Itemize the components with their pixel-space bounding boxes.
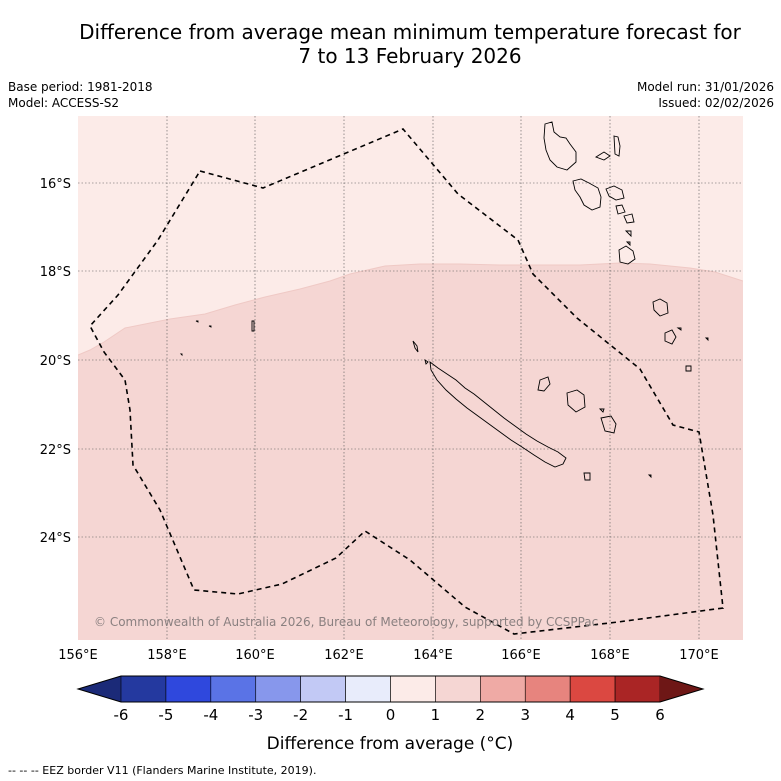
colorbar-tick-label: -1 <box>338 706 353 724</box>
colorbar-cell <box>255 675 301 703</box>
lon-axis: 156°E 158°E 160°E 162°E 164°E 166°E 168°… <box>58 648 719 663</box>
colorbar-cell <box>435 675 481 703</box>
colorbar-ticks: -6 -5 -4 -3 -2 -1 0 1 2 3 4 5 6 <box>114 706 665 724</box>
colorbar-cell <box>165 675 212 703</box>
colorbar-over-arrow <box>660 676 703 702</box>
lat-tick-label: 18°S <box>40 265 71 280</box>
vanuatu-islands <box>543 121 577 171</box>
colorbar-tick-label: -3 <box>248 706 263 724</box>
title-line-1: Difference from average mean minimum tem… <box>79 20 741 44</box>
colorbar-under-arrow <box>78 676 121 702</box>
colorbar-tick-label: 4 <box>565 706 575 724</box>
colorbar-cell <box>345 675 391 703</box>
colorbar: -6 -5 -4 -3 -2 -1 0 1 2 3 4 5 6 Difference from aver… <box>76 675 705 754</box>
new-caledonia-island <box>429 361 567 468</box>
lon-tick-label: 162°E <box>324 648 364 663</box>
lat-axis: 16°S 18°S 20°S 22°S 24°S <box>40 177 71 546</box>
colorbar-cell <box>524 675 571 703</box>
colorbar-label: Difference from average (°C) <box>267 734 514 754</box>
colorbar-tick-label: -4 <box>203 706 218 724</box>
issued-label: Issued: 02/02/2026 <box>658 96 774 110</box>
colorbar-cell <box>480 675 526 703</box>
colorbar-tick-label: -5 <box>158 706 173 724</box>
lon-tick-label: 168°E <box>590 648 630 663</box>
lon-tick-label: 164°E <box>413 648 453 663</box>
lat-tick-label: 20°S <box>40 354 71 369</box>
eez-legend-text: -- -- -- EEZ border V11 (Flanders Marine… <box>8 764 316 777</box>
lon-tick-label: 170°E <box>679 648 719 663</box>
lon-tick-label: 160°E <box>235 648 275 663</box>
colorbar-tick-label: 1 <box>431 706 441 724</box>
coastlines <box>179 121 709 481</box>
chart-title: Difference from average mean minimum tem… <box>0 20 781 68</box>
lon-tick-label: 156°E <box>58 648 98 663</box>
lon-tick-label: 166°E <box>501 648 541 663</box>
model-run-label: Model run: 31/01/2026 <box>636 80 774 94</box>
copyright-watermark: © Commonwealth of Australia 2026, Bureau… <box>94 615 598 629</box>
colorbar-tick-label: -2 <box>293 706 308 724</box>
colorbar-cell <box>120 675 167 703</box>
colorbar-tick-label: -6 <box>114 706 129 724</box>
anomaly-region-1-to-2 <box>78 263 743 640</box>
colorbar-cell <box>614 675 661 703</box>
colorbar-cell <box>390 675 436 703</box>
colorbar-tick-label: 0 <box>386 706 396 724</box>
lat-tick-label: 16°S <box>40 177 71 192</box>
eez-border <box>89 128 724 635</box>
colorbar-tick-label: 5 <box>610 706 620 724</box>
lat-tick-label: 22°S <box>40 443 71 458</box>
lat-tick-label: 24°S <box>40 531 71 546</box>
colorbar-cell <box>569 675 616 703</box>
anomaly-fill <box>78 116 743 640</box>
meta-left: Base period: 1981-2018 Model: ACCESS-S2 <box>8 79 153 111</box>
colorbar-cell <box>300 675 346 703</box>
title-line-2: 7 to 13 February 2026 <box>298 44 522 68</box>
graticule <box>78 116 743 640</box>
lon-tick-label: 158°E <box>147 648 187 663</box>
model-label: Model: ACCESS-S2 <box>8 96 120 110</box>
colorbar-cells <box>120 675 661 703</box>
colorbar-tick-label: 2 <box>476 706 486 724</box>
meta-right: Model run: 31/01/2026 Issued: 02/02/2026 <box>637 79 774 111</box>
base-period-label: Base period: 1981-2018 <box>8 80 153 94</box>
colorbar-tick-label: 3 <box>520 706 530 724</box>
colorbar-tick-label: 6 <box>655 706 665 724</box>
colorbar-cell <box>210 675 257 703</box>
